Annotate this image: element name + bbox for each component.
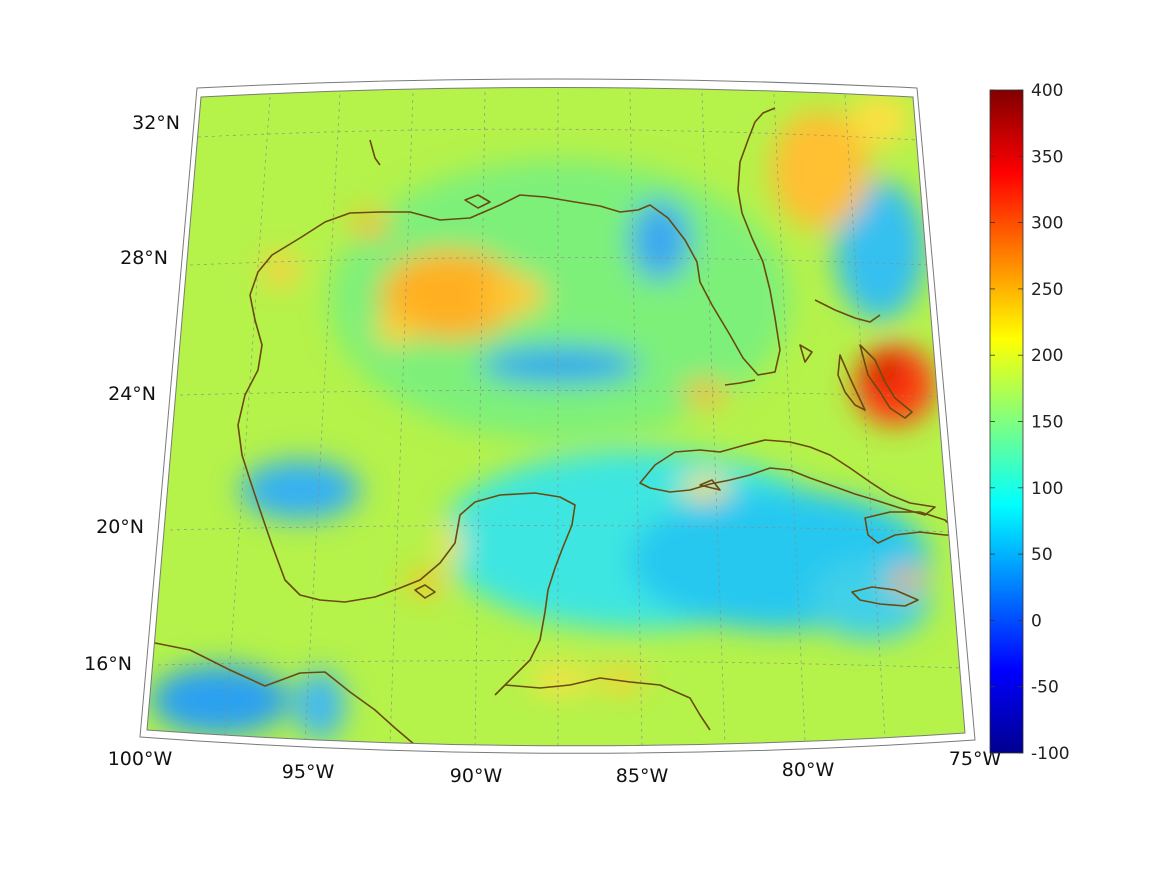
colorbar-tick-label: -50 — [1031, 678, 1059, 698]
colorbar-tick-label: 250 — [1031, 280, 1063, 300]
longitude-labels: 100°W 95°W 90°W 85°W 80°W 75°W — [108, 748, 1002, 787]
jamaica-outline — [851, 586, 919, 607]
colorbar-tick-label: 100 — [1031, 479, 1063, 499]
yucatan-bay — [414, 584, 436, 599]
lat-label-20n: 20°N — [96, 516, 144, 538]
mexico-coast — [237, 294, 576, 696]
hispaniola-outline — [864, 511, 961, 544]
colorbar-tick-label: -100 — [1031, 744, 1070, 764]
colorbar-ticks: 400 350 300 250 200 150 100 50 0 -50 -100 — [990, 81, 1070, 764]
bahamas-3 — [814, 299, 881, 323]
lon-label-85w: 85°W — [616, 765, 669, 787]
bahamas-4 — [799, 344, 813, 363]
map-frame — [139, 78, 976, 754]
bahamas-1 — [837, 354, 866, 411]
lat-label-24n: 24°N — [108, 383, 156, 405]
lon-label-75w: 75°W — [949, 748, 1002, 770]
lat-label-28n: 28°N — [120, 247, 168, 269]
colorbar: 400 350 300 250 200 150 100 50 0 -50 -100 — [989, 81, 1070, 764]
bahamas-2 — [859, 344, 913, 419]
colorbar-tick-label: 400 — [1031, 81, 1063, 101]
lat-label-16n: 16°N — [84, 653, 132, 675]
lon-label-100w: 100°W — [108, 748, 173, 770]
colorbar-tick-label: 350 — [1031, 147, 1063, 167]
colorbar-tick-label: 300 — [1031, 214, 1063, 234]
colorbar-tick-label: 0 — [1031, 611, 1042, 631]
graticule — [157, 91, 963, 746]
small-island-1 — [369, 139, 381, 166]
florida-keys — [724, 379, 756, 386]
central-america-coast — [504, 677, 711, 731]
small-island-3 — [699, 479, 721, 491]
small-island-2 — [464, 194, 491, 209]
lon-label-90w: 90°W — [450, 765, 503, 787]
colorbar-tick-label: 50 — [1031, 545, 1053, 565]
coastlines — [149, 107, 961, 746]
cuba-outline — [639, 439, 936, 516]
lon-label-95w: 95°W — [282, 761, 335, 783]
lon-label-80w: 80°W — [782, 759, 835, 781]
colorbar-tick-label: 150 — [1031, 413, 1063, 433]
pacific-coast — [149, 641, 416, 746]
colorbar-gradient — [989, 89, 1024, 754]
gulf-coast — [249, 107, 781, 376]
colorbar-tick-label: 200 — [1031, 346, 1063, 366]
latitude-labels: 32°N 28°N 24°N 20°N 16°N — [84, 112, 180, 675]
lat-label-32n: 32°N — [132, 112, 180, 134]
field-layer — [147, 87, 965, 746]
